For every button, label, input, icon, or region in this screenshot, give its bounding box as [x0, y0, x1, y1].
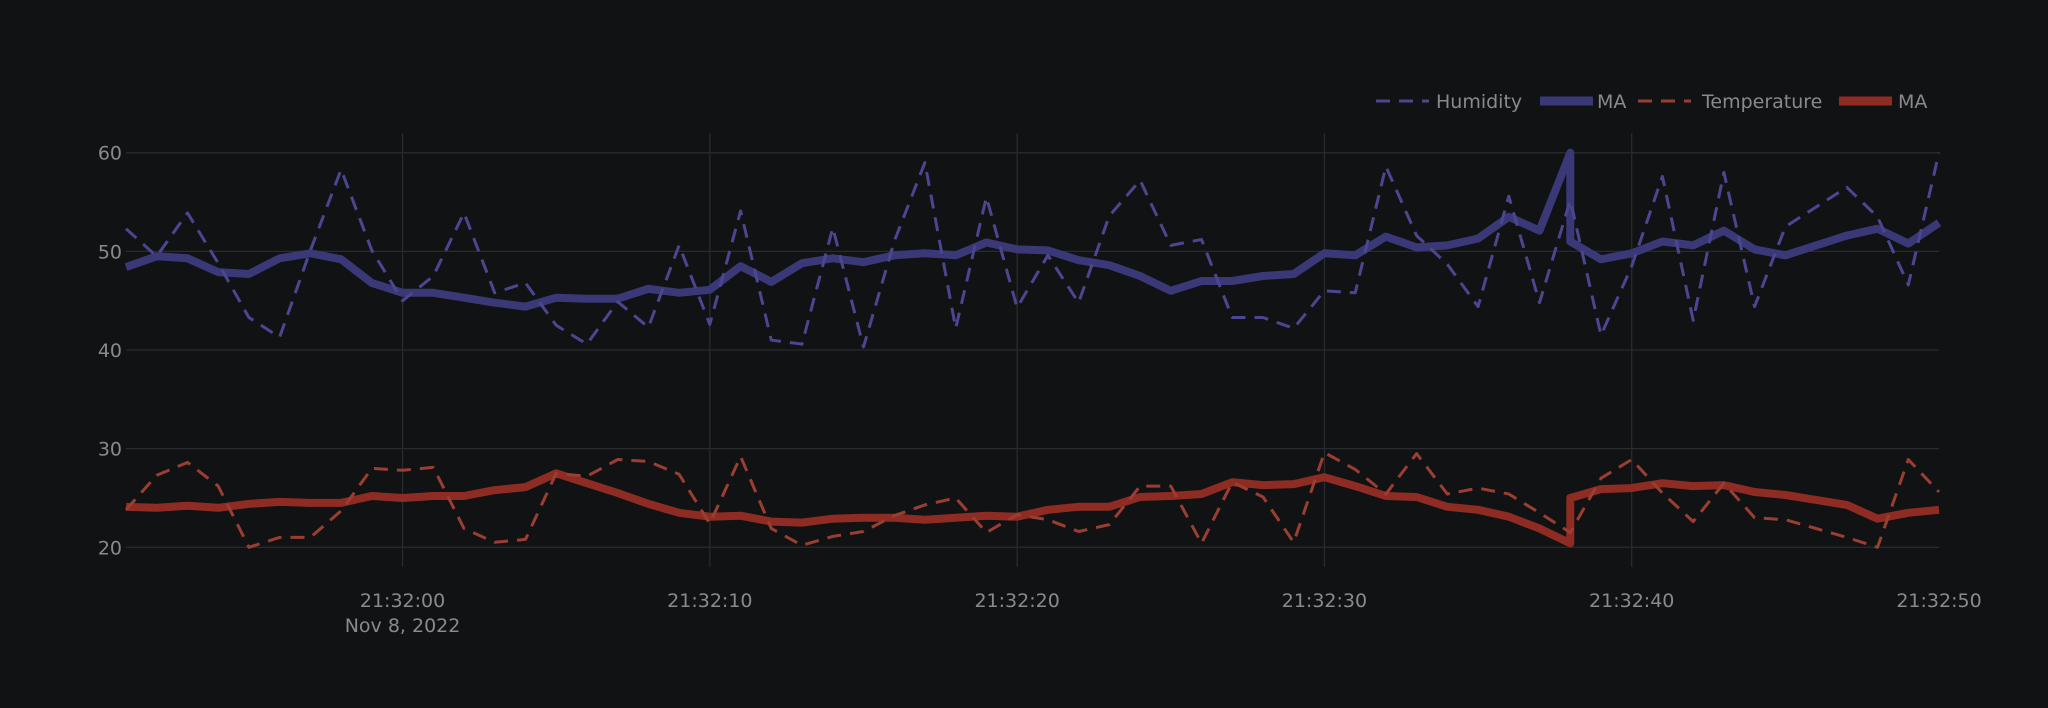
x-tick-label: 21:32:20: [974, 590, 1059, 612]
legend-label[interactable]: MA: [1597, 91, 1626, 113]
y-tick-label: 40: [98, 340, 122, 362]
plot-series: [124, 148, 1942, 549]
legend-label[interactable]: Humidity: [1436, 91, 1522, 113]
legend-label[interactable]: MA: [1898, 91, 1927, 113]
x-tick-label: 21:32:00: [360, 590, 445, 612]
legend: Humidity MA Temperature MA: [1376, 91, 1927, 113]
humidity-series-line-0: [124, 152, 1941, 349]
ma-series-line-3: [125, 469, 1940, 548]
x-tick-sublabel: Nov 8, 2022: [345, 615, 461, 637]
x-tick-label: 21:32:40: [1589, 590, 1674, 612]
x-tick-label: 21:32:10: [667, 590, 752, 612]
ma-series-line-1: [124, 148, 1942, 311]
x-axis-ticks: 21:32:00 Nov 8, 2022 21:32:10 21:32:20 21:32…: [345, 590, 1982, 637]
y-tick-label: 30: [98, 439, 122, 461]
y-tick-label: 20: [98, 537, 122, 559]
y-axis-ticks: 20 30 40 50 60: [98, 143, 122, 560]
legend-label[interactable]: Temperature: [1701, 91, 1822, 113]
x-tick-label: 21:32:50: [1896, 590, 1981, 612]
y-tick-label: 60: [98, 143, 122, 165]
y-tick-label: 50: [98, 241, 122, 263]
x-tick-label: 21:32:30: [1282, 590, 1367, 612]
temperature-series-line-2: [124, 451, 1941, 549]
